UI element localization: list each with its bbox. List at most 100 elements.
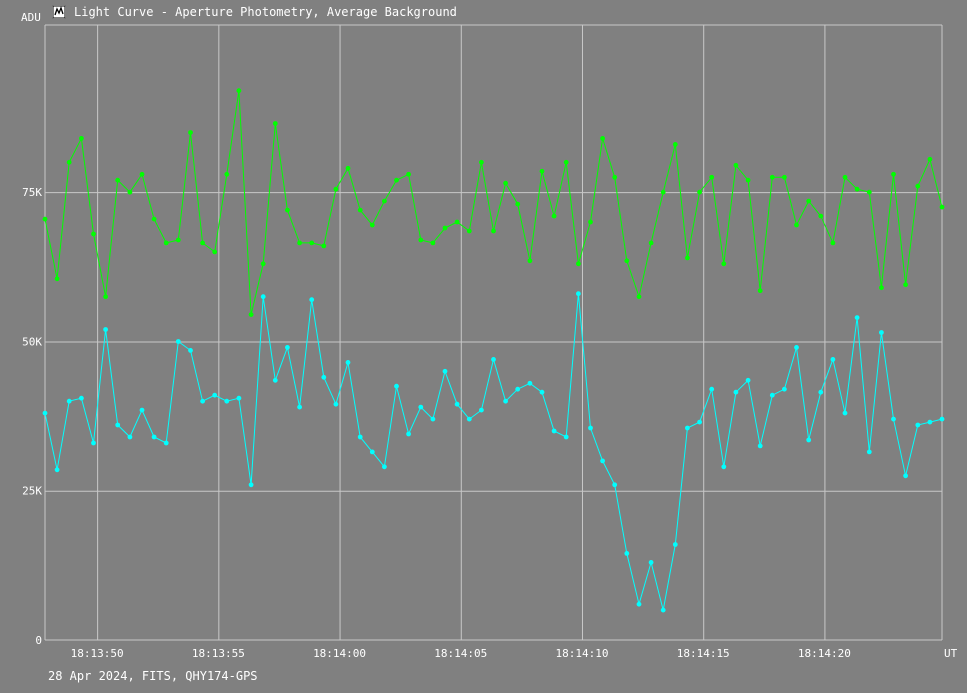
data-point bbox=[442, 225, 448, 231]
data-point bbox=[503, 180, 508, 186]
data-point bbox=[163, 240, 169, 246]
data-point bbox=[321, 243, 327, 249]
data-point bbox=[175, 237, 181, 243]
x-tick-labels: 18:13:50 18:13:55 18:14:00 18:14:05 18:14:10… bbox=[71, 647, 851, 660]
data-point bbox=[382, 198, 387, 204]
data-point bbox=[42, 410, 48, 416]
series-layer bbox=[42, 88, 945, 613]
x-tick-label: 18:14:10 bbox=[555, 647, 608, 660]
y-axis-label: ADU bbox=[21, 11, 41, 24]
data-point bbox=[782, 174, 787, 180]
y-tick-label: 25K bbox=[22, 485, 42, 498]
data-point bbox=[672, 542, 678, 547]
data-point bbox=[200, 398, 206, 404]
data-point bbox=[709, 174, 715, 180]
data-point bbox=[600, 458, 605, 464]
data-point bbox=[91, 440, 96, 446]
x-tick-label: 18:14:00 bbox=[313, 647, 366, 660]
data-point bbox=[733, 389, 739, 395]
data-point bbox=[91, 231, 96, 237]
data-point bbox=[285, 207, 290, 213]
data-point bbox=[927, 156, 933, 162]
data-point bbox=[842, 174, 848, 180]
data-point bbox=[357, 207, 363, 213]
data-point bbox=[879, 285, 884, 291]
data-point bbox=[672, 142, 678, 147]
data-point bbox=[333, 401, 339, 407]
data-point bbox=[721, 464, 727, 470]
data-point bbox=[551, 428, 557, 434]
data-point bbox=[503, 398, 508, 404]
data-point bbox=[660, 607, 666, 613]
data-point bbox=[466, 416, 472, 422]
data-point bbox=[757, 288, 763, 294]
data-point bbox=[866, 449, 872, 455]
data-point bbox=[224, 171, 230, 177]
data-point bbox=[272, 121, 278, 126]
data-point bbox=[612, 174, 618, 180]
data-point bbox=[418, 237, 424, 243]
data-point bbox=[79, 136, 84, 141]
data-point bbox=[345, 360, 351, 365]
data-point bbox=[442, 368, 448, 374]
data-point bbox=[212, 249, 218, 255]
data-point bbox=[175, 339, 181, 344]
data-point bbox=[236, 88, 242, 94]
data-point bbox=[769, 392, 775, 398]
data-point bbox=[394, 177, 399, 183]
data-point bbox=[248, 482, 254, 488]
data-point bbox=[636, 294, 642, 300]
data-point bbox=[745, 377, 751, 383]
data-point bbox=[915, 422, 921, 428]
data-point bbox=[830, 240, 836, 246]
data-point bbox=[563, 434, 569, 440]
axis-labels: ADU UT bbox=[21, 11, 958, 660]
x-tick-label: 18:13:50 bbox=[71, 647, 124, 660]
data-point bbox=[236, 395, 242, 401]
data-point bbox=[624, 551, 630, 556]
data-point bbox=[685, 425, 690, 431]
data-point bbox=[806, 437, 812, 443]
data-point bbox=[769, 174, 775, 180]
x-axis-label: UT bbox=[944, 647, 958, 660]
data-point bbox=[854, 315, 860, 320]
data-point bbox=[369, 449, 375, 455]
data-point bbox=[866, 189, 872, 195]
data-point bbox=[224, 398, 230, 404]
data-point bbox=[588, 219, 593, 225]
data-point bbox=[660, 189, 666, 195]
data-point bbox=[576, 291, 581, 297]
data-point bbox=[624, 258, 630, 264]
data-point bbox=[272, 377, 278, 383]
data-point bbox=[454, 401, 460, 407]
data-point bbox=[248, 312, 254, 317]
data-point bbox=[891, 416, 896, 422]
data-point bbox=[321, 374, 327, 380]
data-point bbox=[345, 165, 351, 171]
data-point bbox=[406, 171, 411, 177]
data-point bbox=[260, 294, 266, 300]
data-point bbox=[891, 171, 896, 177]
data-point bbox=[127, 189, 133, 195]
data-point bbox=[551, 213, 557, 219]
data-point bbox=[636, 601, 642, 607]
data-point bbox=[139, 407, 145, 413]
data-point bbox=[939, 204, 945, 210]
y-tick-label: 75K bbox=[22, 186, 42, 199]
data-point bbox=[563, 159, 569, 165]
data-point bbox=[127, 434, 133, 440]
data-point bbox=[697, 419, 702, 425]
data-point bbox=[66, 398, 72, 404]
grid bbox=[45, 25, 942, 640]
data-point bbox=[854, 186, 860, 192]
data-point bbox=[830, 357, 836, 362]
data-point bbox=[285, 345, 290, 350]
data-point bbox=[806, 198, 812, 204]
title-bar: Light Curve - Aperture Photometry, Avera… bbox=[52, 3, 457, 21]
data-point bbox=[818, 389, 824, 395]
data-point bbox=[903, 282, 908, 288]
data-point bbox=[297, 240, 302, 246]
data-point bbox=[333, 186, 339, 192]
data-point bbox=[721, 261, 727, 267]
